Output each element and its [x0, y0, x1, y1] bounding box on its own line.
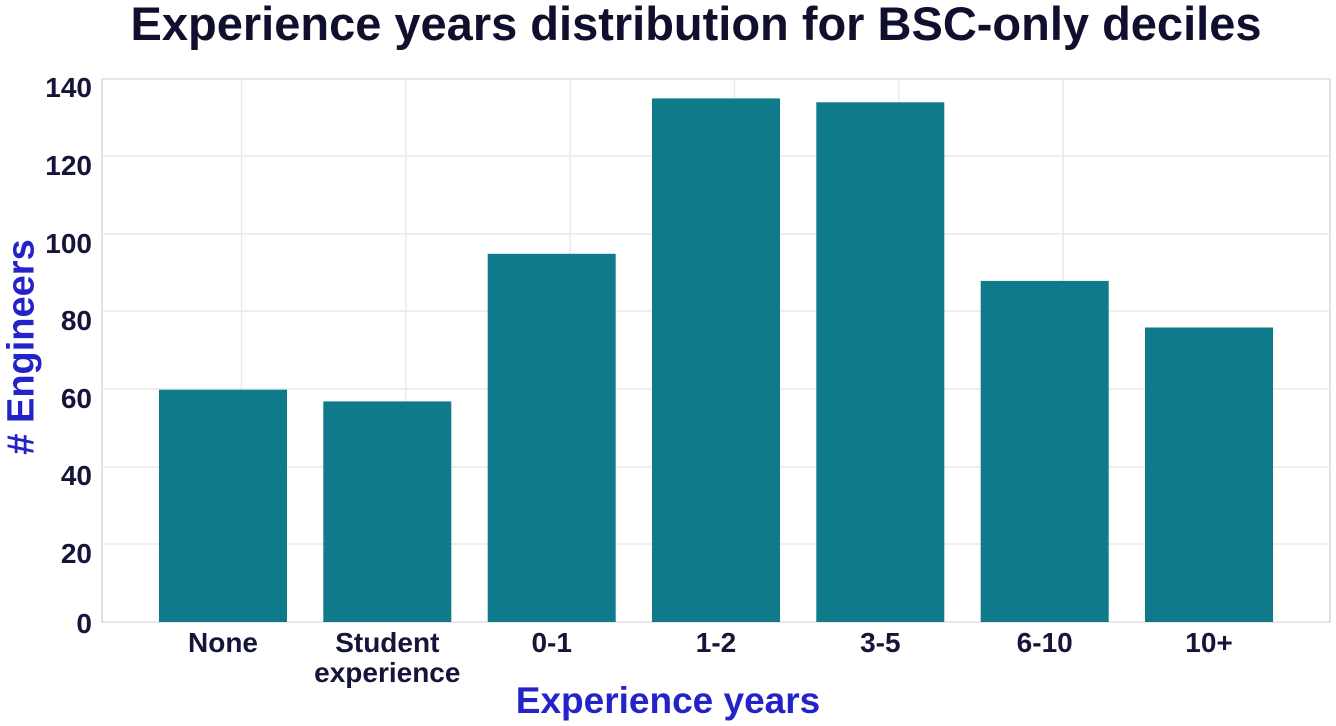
svg-text:3-5: 3-5: [860, 627, 900, 658]
svg-text:20: 20: [61, 538, 92, 569]
svg-text:120: 120: [45, 150, 92, 181]
svg-text:0: 0: [76, 608, 92, 639]
svg-text:100: 100: [45, 228, 92, 259]
svg-text:None: None: [188, 627, 258, 658]
svg-text:1-2: 1-2: [696, 627, 736, 658]
svg-text:60: 60: [61, 383, 92, 414]
svg-text:140: 140: [45, 72, 92, 103]
svg-text:6-10: 6-10: [1017, 627, 1073, 658]
svg-text:0-1: 0-1: [531, 627, 571, 658]
svg-text:Student: Student: [335, 627, 439, 658]
svg-text:40: 40: [61, 460, 92, 491]
svg-text:10+: 10+: [1185, 627, 1233, 658]
svg-text:80: 80: [61, 305, 92, 336]
